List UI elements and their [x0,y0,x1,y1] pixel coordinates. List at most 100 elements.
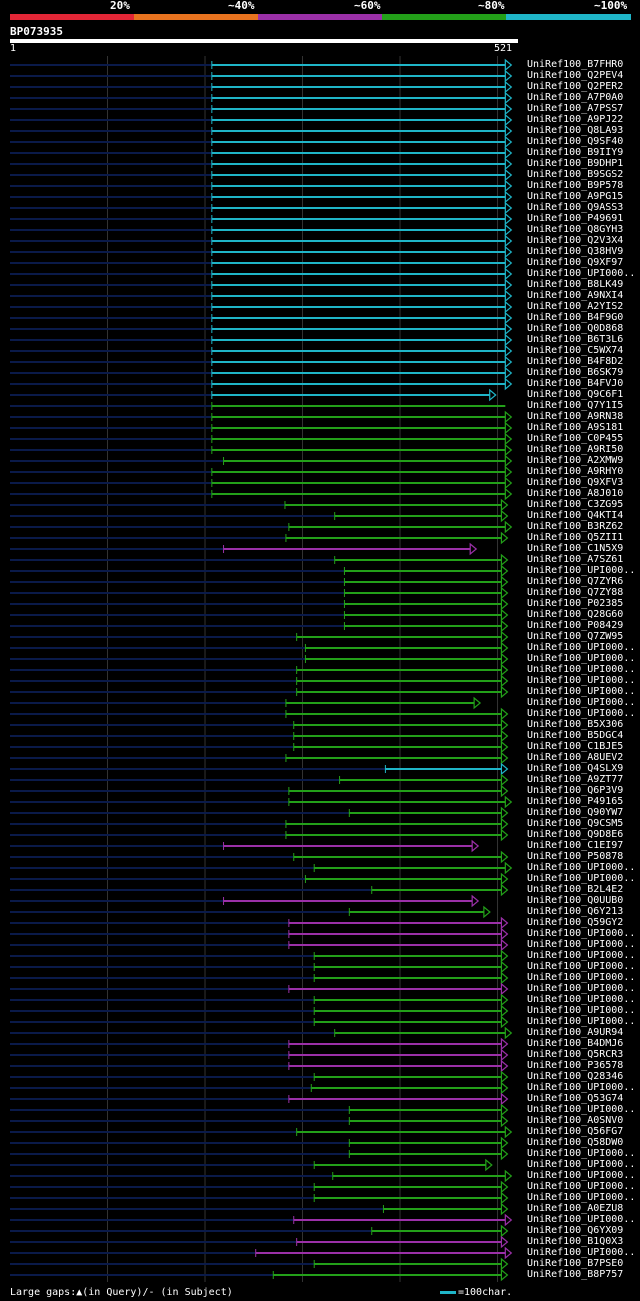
hit-label[interactable]: UniRef100_P49165 [527,796,624,807]
hit-label[interactable]: UniRef100_UPI000.. [527,1016,636,1027]
hit-label[interactable]: UniRef100_B9DHP1 [527,158,624,169]
hit-label[interactable]: UniRef100_Q59GY2 [527,917,624,928]
hit-label[interactable]: UniRef100_UPI000.. [527,1159,636,1170]
hit-label[interactable]: UniRef100_B9IIY9 [527,147,624,158]
hit-label[interactable]: UniRef100_Q9SF40 [527,136,624,147]
hit-label[interactable]: UniRef100_Q7ZW95 [527,631,624,642]
hit-label[interactable]: UniRef100_B8LK49 [527,279,624,290]
hit-label[interactable]: UniRef100_P50878 [527,851,624,862]
hit-label[interactable]: UniRef100_Q53G74 [527,1093,624,1104]
hit-label[interactable]: UniRef100_A8J010 [527,488,624,499]
hit-label[interactable]: UniRef100_UPI000.. [527,565,636,576]
hit-label[interactable]: UniRef100_Q7ZYR6 [527,576,624,587]
hit-label[interactable]: UniRef100_P36578 [527,1060,624,1071]
hit-label[interactable]: UniRef100_B4DMJ6 [527,1038,624,1049]
hit-label[interactable]: UniRef100_Q28346 [527,1071,624,1082]
hit-label[interactable]: UniRef100_Q6P3V9 [527,785,624,796]
hit-label[interactable]: UniRef100_Q4KTI4 [527,510,624,521]
hit-label[interactable]: UniRef100_A2YIS2 [527,301,624,312]
hit-label[interactable]: UniRef100_UPI000.. [527,873,636,884]
hit-label[interactable]: UniRef100_UPI000.. [527,961,636,972]
hit-label[interactable]: UniRef100_A9PJ22 [527,114,624,125]
hit-label[interactable]: UniRef100_Q9XF97 [527,257,624,268]
hit-label[interactable]: UniRef100_Q8LA93 [527,125,624,136]
hit-label[interactable]: UniRef100_A9UR94 [527,1027,624,1038]
hit-label[interactable]: UniRef100_UPI000.. [527,1192,636,1203]
hit-label[interactable]: UniRef100_Q5ZII1 [527,532,624,543]
hit-label[interactable]: UniRef100_Q58DW0 [527,1137,624,1148]
hit-label[interactable]: UniRef100_Q9C6F1 [527,389,624,400]
hit-label[interactable]: UniRef100_UPI000.. [527,1104,636,1115]
hit-label[interactable]: UniRef100_Q0UUB0 [527,895,624,906]
hit-label[interactable]: UniRef100_Q28G60 [527,609,624,620]
hit-label[interactable]: UniRef100_UPI000.. [527,950,636,961]
hit-label[interactable]: UniRef100_Q9CSM5 [527,818,624,829]
hit-label[interactable]: UniRef100_UPI000.. [527,1214,636,1225]
hit-label[interactable]: UniRef100_B6T3L6 [527,334,624,345]
hit-label[interactable]: UniRef100_A7PSS7 [527,103,624,114]
hit-label[interactable]: UniRef100_A0EZU8 [527,1203,624,1214]
hit-label[interactable]: UniRef100_UPI000.. [527,1170,636,1181]
hit-label[interactable]: UniRef100_UPI000.. [527,1247,636,1258]
hit-label[interactable]: UniRef100_C1EI97 [527,840,624,851]
hit-label[interactable]: UniRef100_B7FHR0 [527,59,624,70]
hit-label[interactable]: UniRef100_C3ZG95 [527,499,624,510]
hit-label[interactable]: UniRef100_Q6YX09 [527,1225,624,1236]
hit-label[interactable]: UniRef100_A9PG15 [527,191,624,202]
hit-label[interactable]: UniRef100_UPI000.. [527,939,636,950]
hit-label[interactable]: UniRef100_UPI000.. [527,268,636,279]
hit-label[interactable]: UniRef100_UPI000.. [527,1148,636,1159]
hit-label[interactable]: UniRef100_A2XMW9 [527,455,624,466]
hit-label[interactable]: UniRef100_UPI000.. [527,686,636,697]
hit-label[interactable]: UniRef100_UPI000.. [527,697,636,708]
hit-label[interactable]: UniRef100_B9SGS2 [527,169,624,180]
hit-label[interactable]: UniRef100_Q38HV9 [527,246,624,257]
hit-label[interactable]: UniRef100_UPI000.. [527,653,636,664]
hit-label[interactable]: UniRef100_UPI000.. [527,972,636,983]
hit-label[interactable]: UniRef100_UPI000.. [527,664,636,675]
hit-label[interactable]: UniRef100_B4FVJ0 [527,378,624,389]
hit-label[interactable]: UniRef100_B3RZ62 [527,521,624,532]
hit-label[interactable]: UniRef100_UPI000.. [527,1181,636,1192]
hit-label[interactable]: UniRef100_P08429 [527,620,624,631]
hit-label[interactable]: UniRef100_C1BJE5 [527,741,624,752]
hit-label[interactable]: UniRef100_P49691 [527,213,624,224]
hit-label[interactable]: UniRef100_Q7Y1I5 [527,400,624,411]
hit-label[interactable]: UniRef100_A0SNV0 [527,1115,624,1126]
hit-label[interactable]: UniRef100_Q0D868 [527,323,624,334]
hit-label[interactable]: UniRef100_A9ZT77 [527,774,624,785]
hit-label[interactable]: UniRef100_UPI000.. [527,1005,636,1016]
hit-label[interactable]: UniRef100_A9RI50 [527,444,624,455]
hit-label[interactable]: UniRef100_Q7ZY88 [527,587,624,598]
hit-label[interactable]: UniRef100_B7PSE0 [527,1258,624,1269]
hit-label[interactable]: UniRef100_Q9D8E6 [527,829,624,840]
hit-label[interactable]: UniRef100_B4F9G0 [527,312,624,323]
hit-label[interactable]: UniRef100_UPI000.. [527,862,636,873]
hit-label[interactable]: UniRef100_A7P0A0 [527,92,624,103]
hit-label[interactable]: UniRef100_C5WX74 [527,345,624,356]
hit-label[interactable]: UniRef100_B8P757 [527,1269,624,1280]
hit-label[interactable]: UniRef100_B5X306 [527,719,624,730]
hit-label[interactable]: UniRef100_A9RHY0 [527,466,624,477]
hit-label[interactable]: UniRef100_UPI000.. [527,675,636,686]
hit-label[interactable]: UniRef100_UPI000.. [527,708,636,719]
hit-label[interactable]: UniRef100_A7SZ61 [527,554,624,565]
hit-label[interactable]: UniRef100_Q2V3X4 [527,235,624,246]
hit-label[interactable]: UniRef100_A9S181 [527,422,624,433]
hit-label[interactable]: UniRef100_UPI000.. [527,642,636,653]
hit-label[interactable]: UniRef100_A9NXI4 [527,290,624,301]
hit-label[interactable]: UniRef100_Q5RCR3 [527,1049,624,1060]
hit-label[interactable]: UniRef100_Q2PEV4 [527,70,624,81]
hit-label[interactable]: UniRef100_Q2PER2 [527,81,624,92]
hit-label[interactable]: UniRef100_Q9ASS3 [527,202,624,213]
hit-label[interactable]: UniRef100_A8UEV2 [527,752,624,763]
hit-label[interactable]: UniRef100_UPI000.. [527,983,636,994]
hit-label[interactable]: UniRef100_Q90YW7 [527,807,624,818]
hit-label[interactable]: UniRef100_B2L4E2 [527,884,624,895]
hit-label[interactable]: UniRef100_B9P578 [527,180,624,191]
hit-label[interactable]: UniRef100_Q4SLX9 [527,763,624,774]
hit-label[interactable]: UniRef100_C0P455 [527,433,624,444]
hit-label[interactable]: UniRef100_UPI000.. [527,928,636,939]
hit-label[interactable]: UniRef100_Q56FG7 [527,1126,624,1137]
hit-label[interactable]: UniRef100_Q6Y213 [527,906,624,917]
